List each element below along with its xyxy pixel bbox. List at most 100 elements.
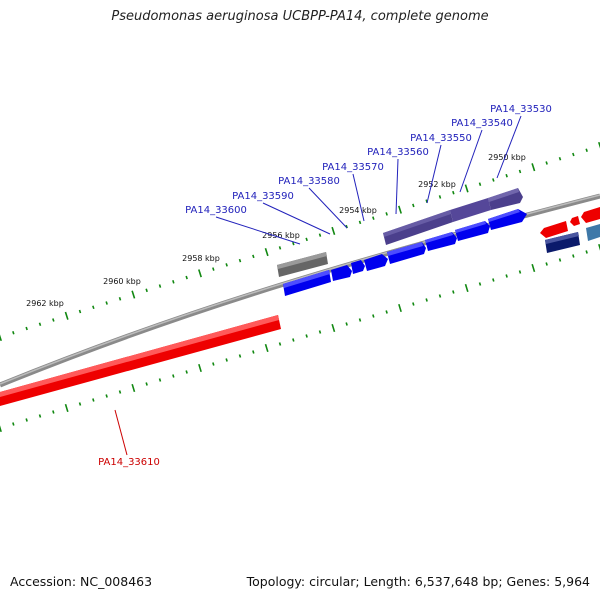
forward-gene — [488, 209, 520, 222]
gene-label: PA14_33550 — [410, 133, 472, 144]
scale-tick — [78, 309, 82, 314]
scale-tick — [212, 267, 215, 271]
gene-label: PA14_33540 — [451, 118, 513, 129]
scale-tick — [145, 288, 148, 293]
scale-tick — [0, 334, 2, 342]
scale-tick — [452, 290, 455, 294]
scale-tick — [172, 374, 175, 378]
scale-tick — [238, 354, 242, 358]
gene-label: PA14_33580 — [278, 176, 340, 187]
scale-tick — [345, 322, 348, 326]
purple-gene-track — [383, 188, 523, 245]
scale-tick — [158, 378, 162, 382]
scale-tick — [264, 248, 269, 257]
scale-tick — [425, 298, 428, 302]
scale-tick — [598, 243, 600, 251]
scale-tick — [585, 250, 588, 254]
scale-tick — [331, 323, 336, 333]
forward-gene — [425, 232, 457, 251]
scale-tick — [545, 161, 548, 165]
gene-label: PA14_33560 — [367, 147, 429, 158]
reverse-gene — [540, 221, 568, 238]
scale-tick — [131, 290, 136, 299]
scale-tick — [438, 195, 442, 199]
scale-tick — [25, 326, 28, 331]
grey-gene — [277, 252, 328, 277]
purple-gene — [488, 188, 519, 202]
scale-tick — [492, 278, 495, 282]
scale-tick — [292, 338, 295, 342]
outer-tick-ring — [0, 141, 600, 342]
scale-tick — [572, 254, 575, 258]
scale-tick — [225, 358, 228, 362]
forward-gene — [364, 254, 388, 271]
scale-tick — [558, 156, 562, 161]
gene-label: PA14_33530 — [490, 104, 552, 115]
scale-tick — [505, 274, 508, 278]
scale-tick — [452, 190, 455, 195]
gene-leader-line — [459, 129, 483, 193]
scale-tick — [12, 330, 15, 335]
scale-tick — [585, 148, 588, 153]
scale-tick — [105, 301, 108, 305]
gene-label: PA14_33600 — [185, 205, 247, 216]
scale-tick — [505, 173, 508, 178]
purple-gene — [383, 210, 451, 237]
scale-tick — [12, 422, 15, 426]
scale-tick — [492, 178, 495, 182]
gene-leader-line — [352, 173, 365, 222]
scale-tick — [52, 318, 55, 322]
reverse-gene — [581, 207, 600, 223]
gene-leader-line — [308, 187, 348, 229]
scale-tick — [198, 269, 202, 278]
scale-tick — [558, 258, 562, 262]
steelblue-gene — [586, 224, 600, 241]
scale-tick — [545, 262, 548, 266]
scale-tick — [372, 216, 375, 220]
scale-tick — [92, 305, 95, 310]
gene-leader-line — [262, 202, 331, 235]
scale-tick — [212, 362, 215, 366]
scale-tick — [118, 390, 122, 394]
scale-tick — [478, 182, 482, 186]
scale-tick — [185, 275, 188, 280]
accession-text: Accession: NC_008463 — [10, 574, 153, 589]
scale-tick — [358, 220, 362, 225]
scale-tick — [438, 294, 442, 298]
scale-tick — [385, 310, 388, 314]
scale-tick — [38, 322, 42, 327]
gene-label: PA14_33590 — [232, 191, 294, 202]
scale-tick — [278, 246, 282, 250]
gene-leader-line — [114, 409, 128, 456]
scale-tick — [398, 205, 402, 214]
gene-labels: PA14_33530 PA14_33540 PA14_33550 PA14_33560… — [98, 104, 552, 468]
scale-tick — [464, 283, 469, 293]
gene-leader-line — [496, 115, 522, 179]
scale-tick — [478, 282, 482, 286]
forward-gene — [455, 221, 486, 233]
forward-gene-track — [283, 209, 527, 296]
scale-tick — [0, 425, 2, 433]
forward-gene — [425, 232, 453, 243]
scale-label: 2962 kbp — [26, 299, 64, 308]
reverse-gene-large — [0, 315, 281, 406]
scale-tick — [331, 226, 336, 235]
scale-tick — [92, 398, 95, 402]
gene-leader-line — [215, 216, 301, 245]
scale-tick — [185, 370, 188, 374]
scale-tick — [252, 254, 255, 259]
navy-gene — [545, 232, 579, 244]
gene-label: PA14_33570 — [322, 162, 384, 173]
scale-tick — [252, 350, 255, 354]
scale-tick — [305, 334, 308, 338]
scale-tick — [518, 169, 522, 174]
scale-tick — [172, 280, 175, 284]
forward-gene — [488, 209, 527, 230]
scale-tick — [105, 394, 108, 398]
inner-tick-ring — [0, 243, 600, 433]
forward-gene — [331, 265, 352, 281]
forward-gene — [351, 260, 365, 274]
scale-tick — [25, 418, 28, 422]
forward-gene — [283, 270, 330, 288]
